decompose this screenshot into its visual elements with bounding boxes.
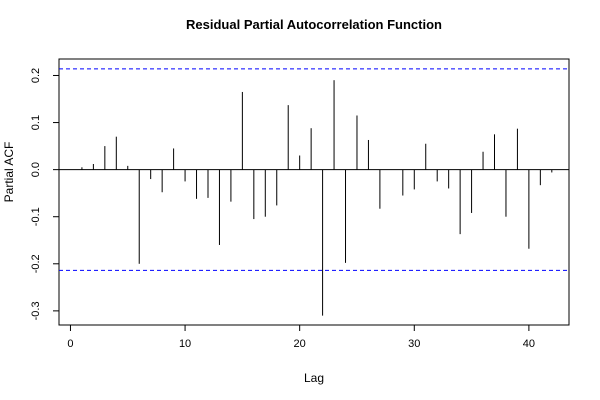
y-axis-label: Partial ACF <box>2 142 16 203</box>
y-tick-label-0: -0.3 <box>30 301 42 320</box>
y-tick-label-5: 0.2 <box>30 68 42 83</box>
x-tick-label-0: 0 <box>67 338 73 350</box>
y-tick-label-1: -0.2 <box>30 254 42 273</box>
plot-frame <box>58 58 570 326</box>
x-tick-label-10: 10 <box>179 338 191 350</box>
chart-marks: 0 10 20 30 40 -0.3 -0.2 -0.1 0.0 0.1 0.2 <box>30 68 569 350</box>
y-tick-label-2: -0.1 <box>30 207 42 226</box>
y-tick-label-4: 0.1 <box>30 115 42 130</box>
chart-title: Residual Partial Autocorrelation Functio… <box>186 17 442 32</box>
x-axis-label: Lag <box>304 371 324 385</box>
x-tick-label-30: 30 <box>408 338 420 350</box>
x-tick-label-40: 40 <box>523 338 535 350</box>
x-tick-label-20: 20 <box>294 338 306 350</box>
y-tick-label-3: 0.0 <box>30 162 42 177</box>
